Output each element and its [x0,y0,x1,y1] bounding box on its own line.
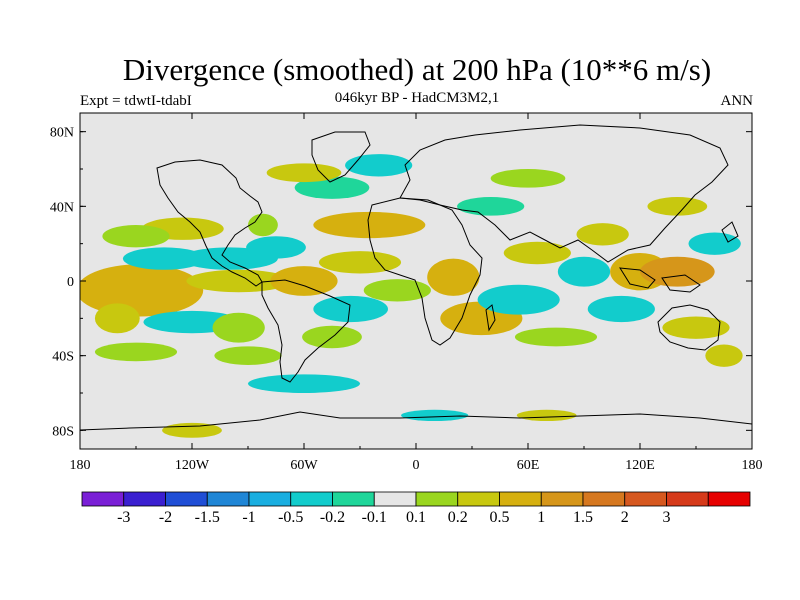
colorbar-label: 0.1 [406,509,426,526]
colorbar-swatch [582,491,626,507]
divergence-patch [122,247,206,270]
colorbar-label: 2 [621,509,629,526]
y-tick-label: 80S [52,424,74,439]
divergence-patch [477,284,560,315]
colorbar-label: -0.1 [362,509,387,526]
divergence-patch [576,223,629,246]
divergence-patch [294,176,370,199]
chart-subtitle: 046kyr BP - HadCM3M2,1 [334,90,500,106]
experiment-label: Expt = tdwtI-tdabI [80,93,192,109]
divergence-patch [516,409,577,421]
divergence-patch [514,327,598,347]
colorbar-label: -1.5 [195,509,220,526]
colorbar-label: 1.5 [573,509,593,526]
colorbar-label: -0.2 [320,509,345,526]
season-label: ANN [720,93,754,109]
chart-title: Divergence (smoothed) at 200 hPa (10**6 … [122,52,712,87]
x-tick-label: 180 [70,458,91,473]
colorbar-label: 3 [663,509,671,526]
divergence-patch [212,312,265,343]
y-axis: 80N 40N 0 40S 80S [50,126,752,439]
colorbar-label: 0.2 [448,509,468,526]
colorbar-label: -2 [159,509,172,526]
colorbar-swatch [540,491,584,507]
divergence-patch [270,266,338,296]
divergence-patch [313,211,426,239]
divergence-patch [345,154,413,177]
colorbar-label: 1 [537,509,545,526]
colorbar-label: -1 [242,509,255,526]
divergence-patch [503,241,571,265]
divergence-patch [246,236,306,259]
colorbar-swatch [81,491,125,507]
colorbar-swatch [123,491,166,507]
divergence-patch [102,225,170,248]
divergence-patch [662,316,730,339]
divergence-field [80,154,743,438]
colorbar-label: -3 [117,509,130,526]
divergence-patch [313,295,388,323]
divergence-patch [557,256,611,287]
colorbar-swatch [332,491,375,507]
divergence-patch [266,163,342,183]
colorbar-swatch [373,491,417,507]
y-tick-label: 40N [50,200,74,215]
colorbar-label: -0.5 [278,509,303,526]
divergence-patch [401,409,469,421]
colorbar-swatch [290,491,333,507]
colorbar: -3 -2 -1.5 -1 -0.5 -0.2 -0.1 0.1 0.2 0.5 1 1.5 2 3 [81,491,751,526]
divergence-patch [247,213,278,237]
divergence-patch [94,303,140,334]
colorbar-swatch [165,491,208,507]
y-tick-label: 40S [52,350,74,365]
divergence-patch [688,232,741,255]
x-tick-label: 60W [290,458,318,473]
divergence-patch [363,279,431,302]
colorbar-swatch [707,491,751,507]
colorbar-swatch [666,491,709,507]
colorbar-swatch [206,491,250,507]
x-axis: 180 120W 60W 0 60E 120E 180 [70,113,763,473]
divergence-patch [80,264,204,317]
x-tick-label: 60E [517,458,540,473]
colorbar-swatch [457,491,500,507]
y-tick-label: 80N [50,126,74,141]
divergence-patch [647,197,708,216]
x-tick-label: 180 [742,458,763,473]
x-tick-label: 120W [175,458,210,473]
divergence-patch [214,346,282,365]
coastlines [80,124,752,431]
colorbar-swatch [624,491,667,507]
x-tick-label: 120E [625,458,655,473]
colorbar-swatch [248,491,292,507]
divergence-patch [248,374,360,393]
colorbar-label: 0.5 [490,509,510,526]
divergence-patch [490,169,566,188]
divergence-patch [587,295,655,323]
divergence-patch [427,258,480,296]
divergence-patch [94,342,178,362]
divergence-patch [318,251,402,274]
colorbar-swatch [499,491,542,507]
colorbar-swatch [415,491,459,507]
divergence-patch [457,197,525,216]
y-tick-label: 0 [67,275,74,290]
divergence-patch [705,344,743,367]
divergence-patch [640,256,715,287]
x-tick-label: 0 [413,458,420,473]
divergence-patch [186,269,291,293]
